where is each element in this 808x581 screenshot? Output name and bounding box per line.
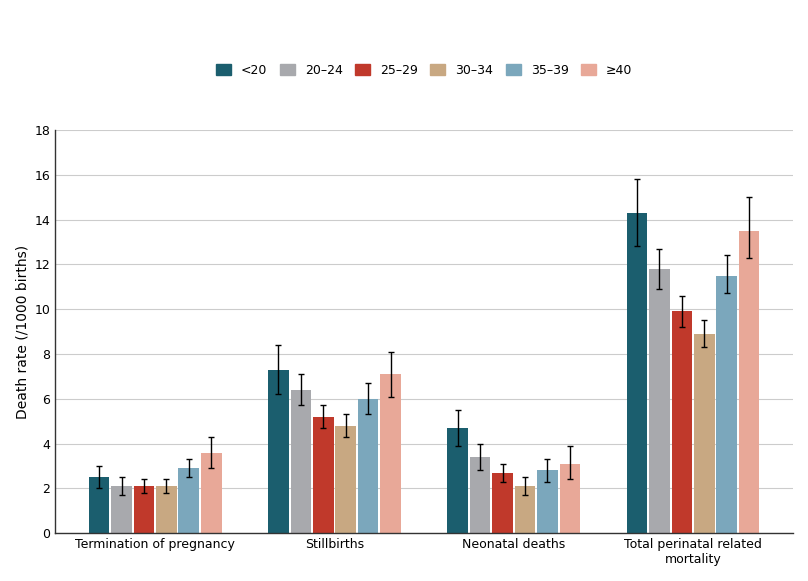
Bar	[201, 453, 221, 533]
Bar	[179, 468, 199, 533]
Bar	[358, 399, 378, 533]
Bar	[627, 213, 647, 533]
Bar	[268, 370, 288, 533]
Bar	[671, 311, 692, 533]
Bar	[470, 457, 490, 533]
Bar	[291, 390, 311, 533]
Bar	[559, 464, 580, 533]
Bar	[112, 486, 132, 533]
Bar	[335, 426, 356, 533]
Bar	[381, 374, 401, 533]
Bar	[133, 486, 154, 533]
Bar	[89, 477, 109, 533]
Y-axis label: Death rate (/1000 births): Death rate (/1000 births)	[15, 245, 29, 418]
Bar	[156, 486, 177, 533]
Bar	[694, 333, 714, 533]
Bar	[649, 269, 670, 533]
Bar	[313, 417, 334, 533]
Bar	[717, 275, 737, 533]
Bar	[515, 486, 536, 533]
Bar	[448, 428, 468, 533]
Legend: <20, 20–24, 25–29, 30–34, 35–39, ≥40: <20, 20–24, 25–29, 30–34, 35–39, ≥40	[216, 64, 633, 77]
Bar	[492, 473, 513, 533]
Bar	[537, 471, 558, 533]
Bar	[739, 231, 760, 533]
